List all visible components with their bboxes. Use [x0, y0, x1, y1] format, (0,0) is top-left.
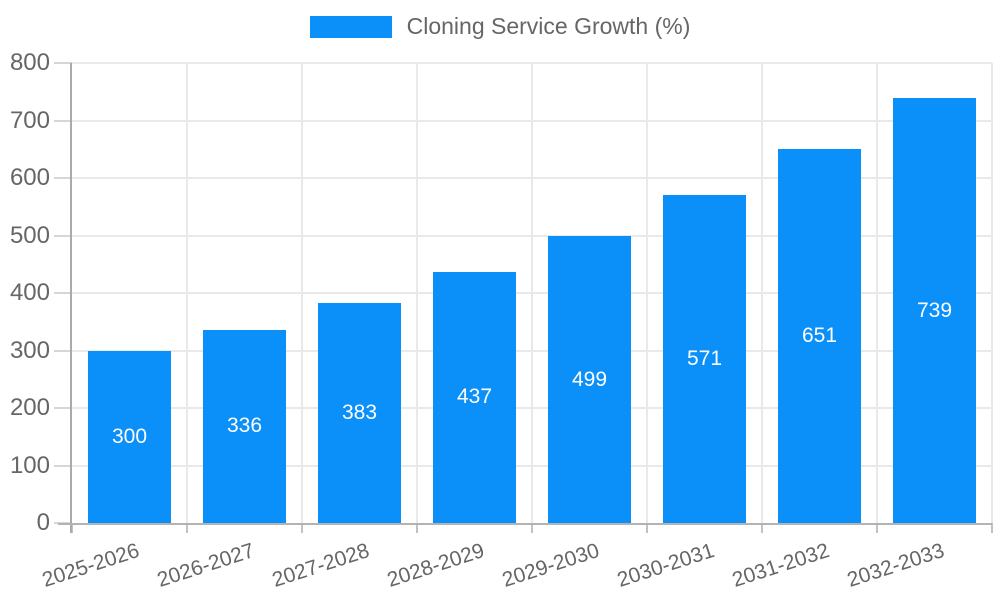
y-tick-label: 200 [9, 394, 50, 421]
y-tick [54, 464, 72, 467]
y-tick [54, 234, 72, 237]
x-gridline [186, 63, 188, 523]
bar-2027-2028[interactable] [318, 302, 401, 523]
x-tick [186, 523, 188, 533]
legend-label: Cloning Service Growth (%) [406, 13, 691, 39]
bar-2031-2032[interactable] [778, 148, 861, 523]
bar-2029-2030[interactable] [548, 236, 631, 523]
y-tick-label: 0 [36, 509, 50, 536]
y-tick [54, 119, 72, 122]
y-tick [54, 407, 72, 409]
x-gridline [416, 63, 418, 523]
x-tick [761, 523, 763, 533]
x-tick [646, 523, 648, 533]
x-gridline [301, 63, 303, 523]
x-gridline [531, 63, 533, 523]
x-gridline [761, 63, 763, 523]
y-tick-label: 400 [9, 279, 50, 306]
legend-swatch [309, 15, 392, 38]
y-tick [54, 177, 72, 179]
x-tick [991, 523, 993, 533]
bar-2028-2029[interactable] [433, 271, 516, 523]
y-axis-line [70, 63, 72, 533]
y-tick [54, 292, 72, 294]
x-gridline [876, 63, 878, 523]
y-tick-label: 600 [9, 164, 50, 191]
y-tick-label: 300 [9, 336, 50, 364]
x-axis-line [58, 523, 992, 525]
x-tick [301, 523, 303, 533]
bar-2026-2027[interactable] [203, 329, 286, 523]
y-tick-label: 800 [9, 49, 50, 76]
x-gridline [646, 63, 648, 523]
y-tick-label: 500 [9, 221, 50, 249]
x-gridline [991, 63, 993, 523]
x-tick [876, 523, 878, 533]
y-tick [54, 349, 72, 352]
y-tick-label: 100 [9, 451, 50, 479]
bar-2025-2026[interactable] [88, 350, 171, 523]
bar-2032-2033[interactable] [893, 98, 976, 523]
y-tick-label: 700 [9, 106, 50, 134]
x-tick [531, 523, 533, 533]
y-tick [54, 62, 72, 64]
bar-2030-2031[interactable] [663, 194, 746, 523]
x-tick [71, 523, 73, 533]
x-tick [416, 523, 418, 533]
legend-item[interactable]: Cloning Service Growth (%) [0, 13, 1000, 40]
